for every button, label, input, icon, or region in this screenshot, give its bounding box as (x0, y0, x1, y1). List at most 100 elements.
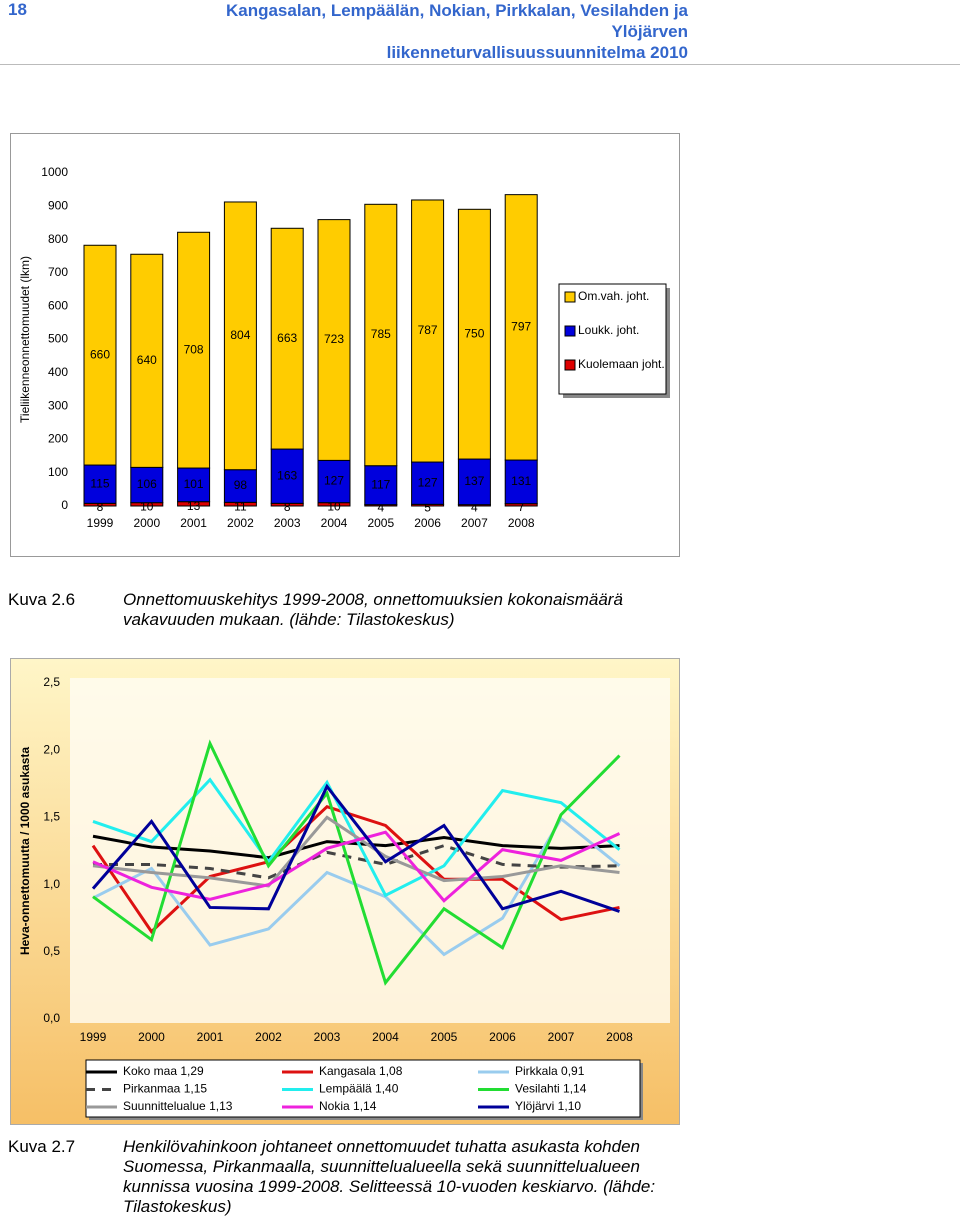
x-tick-label: 2006 (489, 1030, 516, 1044)
data-label: 163 (277, 468, 297, 482)
data-label: 7 (518, 500, 525, 514)
data-label: 13 (187, 499, 201, 513)
bar-segment (411, 461, 445, 505)
data-label: 663 (277, 331, 297, 345)
data-label: 127 (418, 475, 438, 489)
line-series (92, 815, 620, 888)
chart: 0,0 0,5 1,0 1,5 2,0 2,5 Heva-onnettomuutta / 1… (10, 658, 680, 1125)
legend-swatch (564, 291, 576, 303)
data-label: 708 (184, 342, 204, 356)
caption-label: Kuva 2.7 (8, 1137, 76, 1156)
y-axis-title: Tieliikenneonnettomuudet (lkm) (18, 256, 32, 423)
legend-swatch (564, 359, 576, 371)
x-tick-label: 2002 (227, 516, 254, 530)
legend-label: Lempäälä 1,40 (319, 1082, 399, 1096)
bar-segment (177, 467, 211, 503)
bar-segment (130, 466, 164, 504)
line-series (92, 834, 620, 860)
x-tick-label: 2005 (431, 1030, 458, 1044)
legend-box (558, 283, 667, 395)
bar-segment (130, 253, 164, 468)
x-tick-label: 2005 (367, 516, 394, 530)
y-tick-label: 700 (48, 265, 68, 279)
y-tick-label: 1000 (41, 165, 68, 179)
legend-label: Kangasala 1,08 (319, 1064, 403, 1078)
data-label: 131 (511, 474, 531, 488)
legend-label: Loukk. joht. (578, 323, 639, 337)
x-tick-label: 2007 (461, 516, 488, 530)
y-tick-label: 400 (48, 365, 68, 379)
data-label: 127 (324, 474, 344, 488)
bar-segment (223, 201, 257, 471)
header-rule (0, 64, 960, 65)
legend-label: Vesilahti 1,14 (515, 1082, 587, 1096)
bar-segment (317, 219, 351, 461)
legend-label: Suunnittelualue 1,13 (123, 1099, 233, 1113)
data-label: 137 (464, 474, 484, 488)
data-label: 797 (511, 320, 531, 334)
bar-segment (270, 227, 304, 450)
line-series (92, 739, 621, 986)
line-series (91, 783, 620, 913)
legend-label: Kuolemaan joht. (578, 357, 665, 371)
data-label: 750 (464, 326, 484, 340)
bar-segment (457, 208, 491, 460)
x-tick-label: 2000 (138, 1030, 165, 1044)
data-label: 787 (418, 323, 438, 337)
data-label: 117 (371, 477, 390, 491)
data-label: 804 (230, 328, 250, 342)
data-label: 785 (371, 327, 391, 341)
x-tick-label: 2008 (508, 516, 535, 530)
legend-box (85, 1059, 641, 1118)
x-tick-label: 2007 (548, 1030, 575, 1044)
y-tick-label: 0,5 (43, 944, 60, 958)
data-label: 115 (90, 476, 109, 490)
legend-label: Pirkanmaa 1,15 (123, 1082, 207, 1096)
y-tick-label: 1,0 (43, 877, 60, 891)
x-tick-label: 2004 (372, 1030, 399, 1044)
data-label: 106 (137, 477, 157, 491)
bar-segment (364, 203, 398, 467)
x-tick-label: 2000 (133, 516, 160, 530)
data-label: 101 (184, 477, 204, 491)
legend-label: Koko maa 1,29 (123, 1064, 204, 1078)
bar-segment (504, 194, 538, 461)
y-tick-label: 500 (48, 332, 68, 346)
legend-label: Ylöjärvi 1,10 (515, 1099, 581, 1113)
y-tick-label: 2,0 (43, 742, 60, 756)
y-tick-label: 0,0 (43, 1011, 60, 1025)
x-tick-label: 2003 (274, 516, 301, 530)
bar-segment (83, 244, 117, 466)
legend-swatch (564, 325, 576, 337)
legend-label: Pirkkala 0,91 (515, 1064, 585, 1078)
legend-label: Om.vah. joht. (578, 289, 649, 303)
y-tick-label: 0 (61, 498, 68, 512)
page-number: 18 (8, 0, 27, 19)
y-tick-label: 100 (48, 465, 68, 479)
bar-segment (364, 465, 398, 506)
header-line: Kangasalan, Lempäälän, Nokian, Pirkkalan… (225, 1, 688, 41)
y-tick-label: 600 (48, 298, 68, 312)
y-tick-label: 1,5 (43, 810, 60, 824)
data-label: 98 (234, 478, 248, 492)
bar-segment (270, 448, 304, 504)
bar-segment (457, 458, 491, 506)
data-label: 4 (471, 501, 478, 515)
x-tick-label: 1999 (80, 1030, 107, 1044)
x-tick-label: 2002 (255, 1030, 282, 1044)
bar-segment (411, 199, 445, 463)
y-tick-label: 900 (48, 198, 68, 212)
data-label: 8 (284, 500, 291, 514)
x-tick-label: 2001 (180, 516, 207, 530)
x-tick-label: 2008 (606, 1030, 633, 1044)
x-tick-label: 2006 (414, 516, 441, 530)
caption-text: Onnettomuuskehitys 1999-2008, onnettomuu… (123, 590, 623, 629)
data-label: 8 (97, 500, 104, 514)
line-series (92, 830, 621, 903)
x-tick-label: 2004 (321, 516, 348, 530)
bar-segment (223, 469, 257, 503)
caption-label: Kuva 2.6 (8, 590, 76, 609)
y-tick-label: 800 (48, 232, 68, 246)
data-label: 5 (424, 500, 431, 514)
